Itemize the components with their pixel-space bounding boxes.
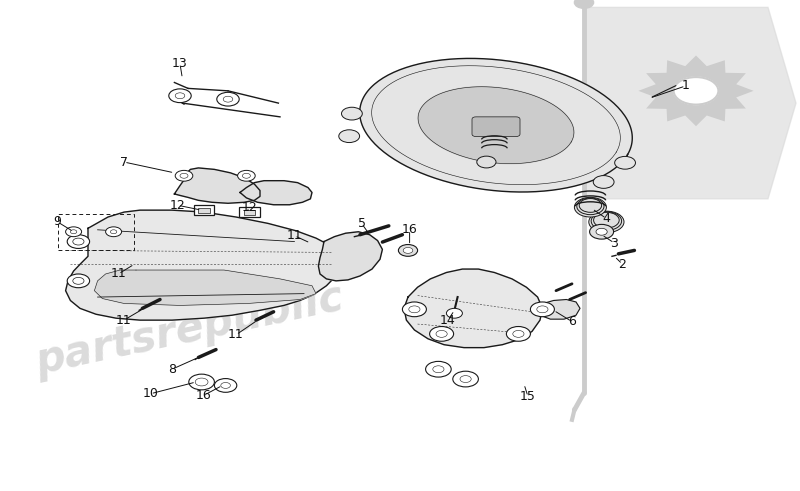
- Text: 3: 3: [610, 237, 618, 249]
- Text: 11: 11: [228, 328, 244, 341]
- Polygon shape: [318, 232, 382, 281]
- Text: 5: 5: [358, 217, 366, 230]
- Polygon shape: [584, 7, 796, 206]
- Circle shape: [67, 235, 90, 248]
- Circle shape: [402, 302, 426, 317]
- Circle shape: [477, 156, 496, 168]
- Circle shape: [342, 107, 362, 120]
- Circle shape: [506, 327, 530, 341]
- Polygon shape: [536, 300, 580, 319]
- Circle shape: [110, 230, 117, 234]
- Circle shape: [238, 170, 255, 181]
- Text: 16: 16: [402, 223, 418, 236]
- Text: 4: 4: [602, 212, 610, 225]
- Text: 14: 14: [440, 314, 456, 327]
- Circle shape: [70, 230, 77, 234]
- Text: 11: 11: [116, 314, 132, 327]
- Circle shape: [66, 227, 82, 237]
- Circle shape: [175, 170, 193, 181]
- Text: 8: 8: [168, 363, 176, 376]
- Circle shape: [589, 211, 624, 233]
- Circle shape: [537, 306, 548, 313]
- Circle shape: [214, 379, 237, 392]
- Circle shape: [574, 0, 594, 8]
- Text: 16: 16: [196, 389, 212, 402]
- FancyBboxPatch shape: [244, 210, 255, 215]
- Circle shape: [67, 274, 90, 288]
- Circle shape: [73, 277, 84, 284]
- Circle shape: [433, 366, 444, 373]
- Circle shape: [217, 92, 239, 106]
- Circle shape: [594, 176, 614, 189]
- Circle shape: [175, 93, 185, 99]
- Text: 10: 10: [142, 387, 158, 400]
- Text: 9: 9: [54, 216, 62, 228]
- Text: 12: 12: [170, 199, 186, 212]
- Circle shape: [590, 224, 614, 239]
- Polygon shape: [240, 181, 312, 205]
- Polygon shape: [404, 269, 542, 348]
- Circle shape: [453, 371, 478, 387]
- Circle shape: [398, 245, 418, 256]
- Circle shape: [614, 157, 635, 169]
- FancyBboxPatch shape: [194, 205, 214, 215]
- Polygon shape: [360, 58, 632, 192]
- Polygon shape: [418, 87, 574, 164]
- Circle shape: [446, 308, 462, 318]
- Circle shape: [596, 228, 607, 235]
- Text: 2: 2: [618, 258, 626, 271]
- Circle shape: [574, 197, 606, 217]
- Circle shape: [430, 327, 454, 341]
- Circle shape: [403, 247, 413, 253]
- Text: 11: 11: [110, 268, 126, 280]
- Circle shape: [169, 89, 191, 103]
- FancyBboxPatch shape: [239, 207, 260, 217]
- Circle shape: [460, 376, 471, 382]
- Circle shape: [195, 378, 208, 386]
- Text: 1: 1: [682, 80, 690, 92]
- Text: 15: 15: [520, 390, 536, 403]
- Text: 6: 6: [568, 315, 576, 328]
- Text: 11: 11: [286, 229, 302, 242]
- Polygon shape: [66, 210, 342, 320]
- Circle shape: [189, 374, 214, 390]
- Text: 7: 7: [120, 156, 128, 168]
- Text: 13: 13: [172, 57, 188, 70]
- FancyBboxPatch shape: [472, 117, 520, 136]
- Circle shape: [426, 361, 451, 377]
- Text: partsrepublic: partsrepublic: [32, 276, 348, 383]
- Polygon shape: [638, 55, 754, 126]
- Circle shape: [674, 77, 718, 105]
- Circle shape: [106, 227, 122, 237]
- Circle shape: [73, 238, 84, 245]
- Polygon shape: [94, 270, 316, 305]
- Circle shape: [221, 382, 230, 388]
- Circle shape: [338, 130, 359, 142]
- FancyBboxPatch shape: [198, 208, 210, 213]
- Circle shape: [180, 173, 188, 178]
- Circle shape: [436, 330, 447, 337]
- Circle shape: [409, 306, 420, 313]
- Polygon shape: [174, 168, 260, 203]
- Circle shape: [242, 173, 250, 178]
- Text: 12: 12: [242, 201, 258, 214]
- Circle shape: [530, 302, 554, 317]
- Circle shape: [513, 330, 524, 337]
- Circle shape: [223, 96, 233, 102]
